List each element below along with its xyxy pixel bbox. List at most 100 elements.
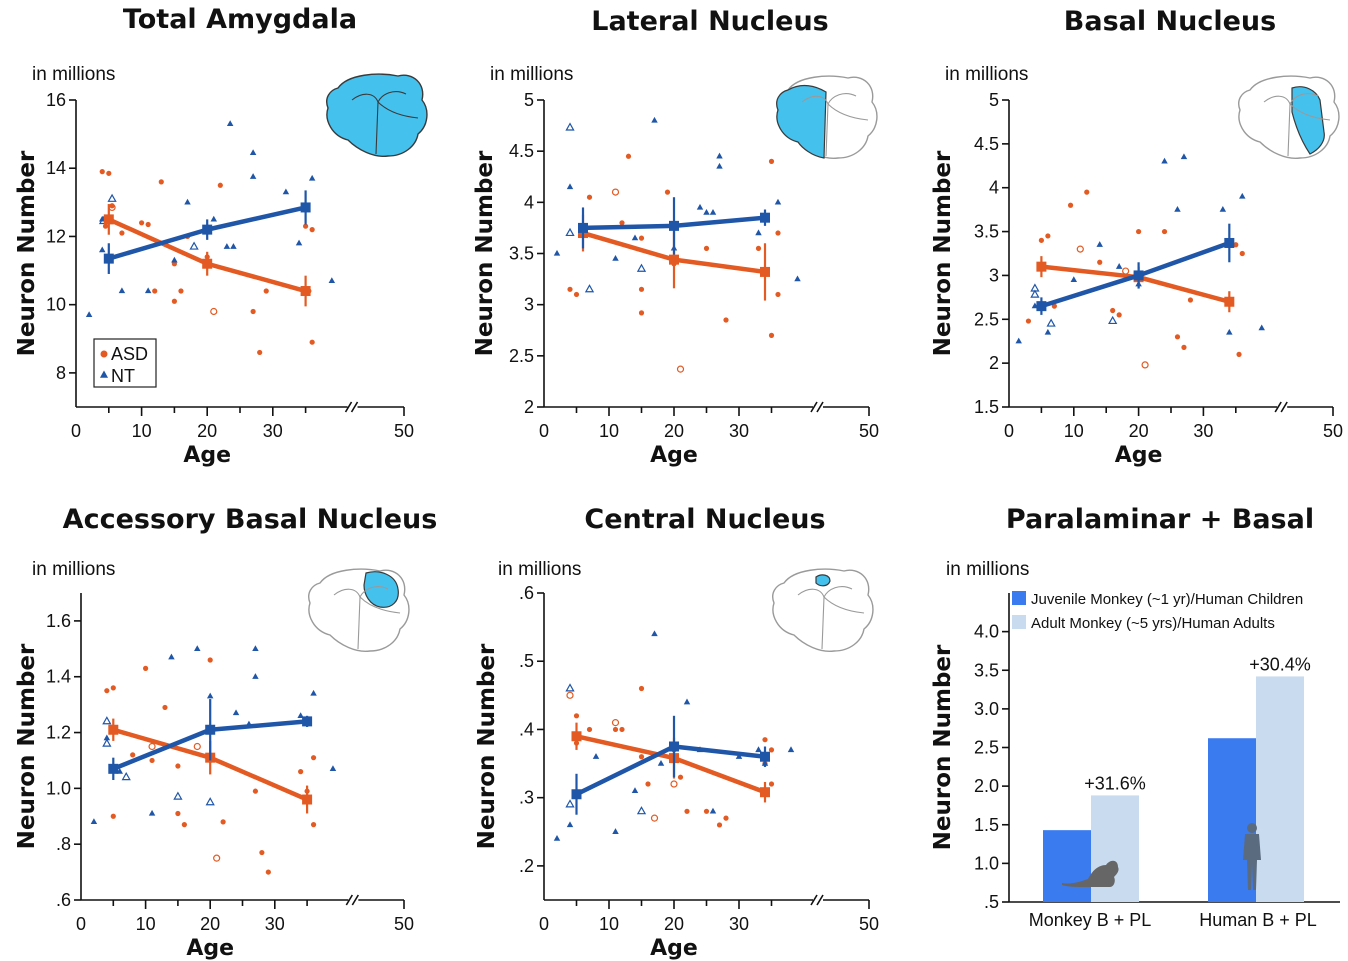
region-icon-total-amygdala (326, 73, 428, 157)
nt-point (683, 698, 691, 705)
nt-mean-marker (1133, 270, 1144, 281)
asd-hollow-point (611, 188, 620, 196)
asd-point (152, 288, 158, 294)
y-tick-label: 5 (524, 90, 534, 110)
asd-point (1067, 202, 1074, 208)
nt-point (310, 689, 317, 696)
nt-mean-marker (302, 716, 313, 727)
nt-hollow-point (1030, 289, 1040, 298)
asd-point (265, 869, 271, 875)
units-label: in millions (946, 559, 1029, 580)
asd-point (703, 245, 710, 251)
y-tick-label: 10 (46, 295, 66, 315)
asd-mean-marker (103, 214, 114, 225)
y-tick-label: 14 (46, 158, 66, 178)
asd-point (645, 781, 651, 787)
asd-point (309, 339, 315, 345)
region-icon-basal (1238, 75, 1340, 159)
asd-mean-marker (108, 724, 119, 735)
monkey-icon (1062, 860, 1119, 887)
panel-title: Accessory Basal Nucleus (63, 504, 438, 535)
region-divisions (351, 91, 419, 155)
nt-point (566, 183, 574, 190)
asd-point (175, 763, 181, 769)
nt-point (1174, 206, 1181, 212)
asd-mean-marker (1036, 261, 1047, 272)
asd-mean-marker (669, 254, 679, 265)
nt-mean-marker (669, 220, 679, 231)
asd-point (102, 223, 109, 229)
nt-hollow-point (189, 241, 199, 250)
asd-point (310, 755, 317, 761)
x-tick-label: 50 (394, 421, 414, 441)
nt-point (249, 173, 257, 179)
asd-hollow-point (650, 814, 659, 822)
region-divisions (333, 586, 401, 650)
nt-point (328, 277, 336, 283)
nt-point (1070, 276, 1078, 282)
nt-point (755, 229, 762, 236)
units-label: in millions (490, 64, 573, 85)
asd-point (612, 726, 619, 733)
nt-point (1161, 157, 1168, 164)
x-axis-label: Age (183, 443, 231, 468)
y-tick-label: 4.5 (509, 141, 534, 161)
y-tick-label: .3 (519, 788, 534, 808)
y-tick-label: 4 (524, 192, 534, 212)
asd-point (309, 227, 315, 233)
nt-point (230, 243, 237, 249)
nt-hollow-point (636, 263, 647, 272)
panel-4: Central Nucleus in millions Neuron Number.… (474, 504, 879, 961)
nt-mean-marker (571, 789, 582, 800)
x-tick-label: 10 (136, 914, 156, 934)
region-divisions (797, 586, 865, 650)
x-tick-label: 50 (859, 914, 879, 934)
asd-point (1084, 189, 1090, 195)
asd-point (768, 781, 775, 787)
asd-point (175, 810, 181, 817)
nt-point (651, 630, 658, 637)
y-tick-label: 1.5 (974, 397, 999, 417)
nt-hollow-point (173, 791, 183, 800)
asd-point (303, 223, 309, 229)
asd-mean-marker (760, 266, 770, 277)
asd-point (1233, 242, 1239, 248)
nt-point (90, 818, 98, 825)
nt-point (329, 765, 337, 771)
x-tick-label: 0 (71, 421, 81, 441)
nt-point (612, 255, 619, 261)
nt-point (787, 746, 795, 753)
y-tick-label: 4.0 (974, 622, 999, 642)
asd-point (104, 688, 110, 694)
nt-mean-marker (108, 763, 119, 774)
y-tick-label: 1.6 (46, 611, 71, 631)
asd-point (1187, 297, 1194, 303)
nt-mean-marker (300, 202, 311, 213)
asd-hollow-point (1076, 245, 1084, 253)
x-tick-label: 20 (197, 421, 217, 441)
asd-hollow-point (566, 691, 574, 699)
asd-point (1116, 312, 1122, 318)
nt-point (1115, 263, 1123, 269)
nt-mean-marker (760, 212, 770, 223)
panel-title: Central Nucleus (584, 504, 825, 535)
nt-point (703, 208, 710, 215)
nt-point (252, 673, 259, 679)
asd-point (1181, 344, 1187, 350)
human-icon (1243, 823, 1261, 890)
nt-mean-marker (760, 751, 770, 762)
nt-point (709, 208, 717, 215)
axis-break (816, 401, 824, 413)
asd-point (775, 291, 781, 298)
asd-point (110, 813, 116, 819)
asd-point (1236, 351, 1242, 357)
y-axis-label: Neuron Number (474, 643, 500, 849)
asd-point (207, 657, 213, 663)
y-tick-label: 2 (524, 397, 534, 417)
asd-point (1110, 307, 1116, 314)
x-tick-label: 10 (599, 914, 619, 934)
y-tick-label: 1.4 (46, 667, 71, 687)
asd-point (143, 665, 149, 671)
asd-hollow-point (1122, 267, 1130, 275)
